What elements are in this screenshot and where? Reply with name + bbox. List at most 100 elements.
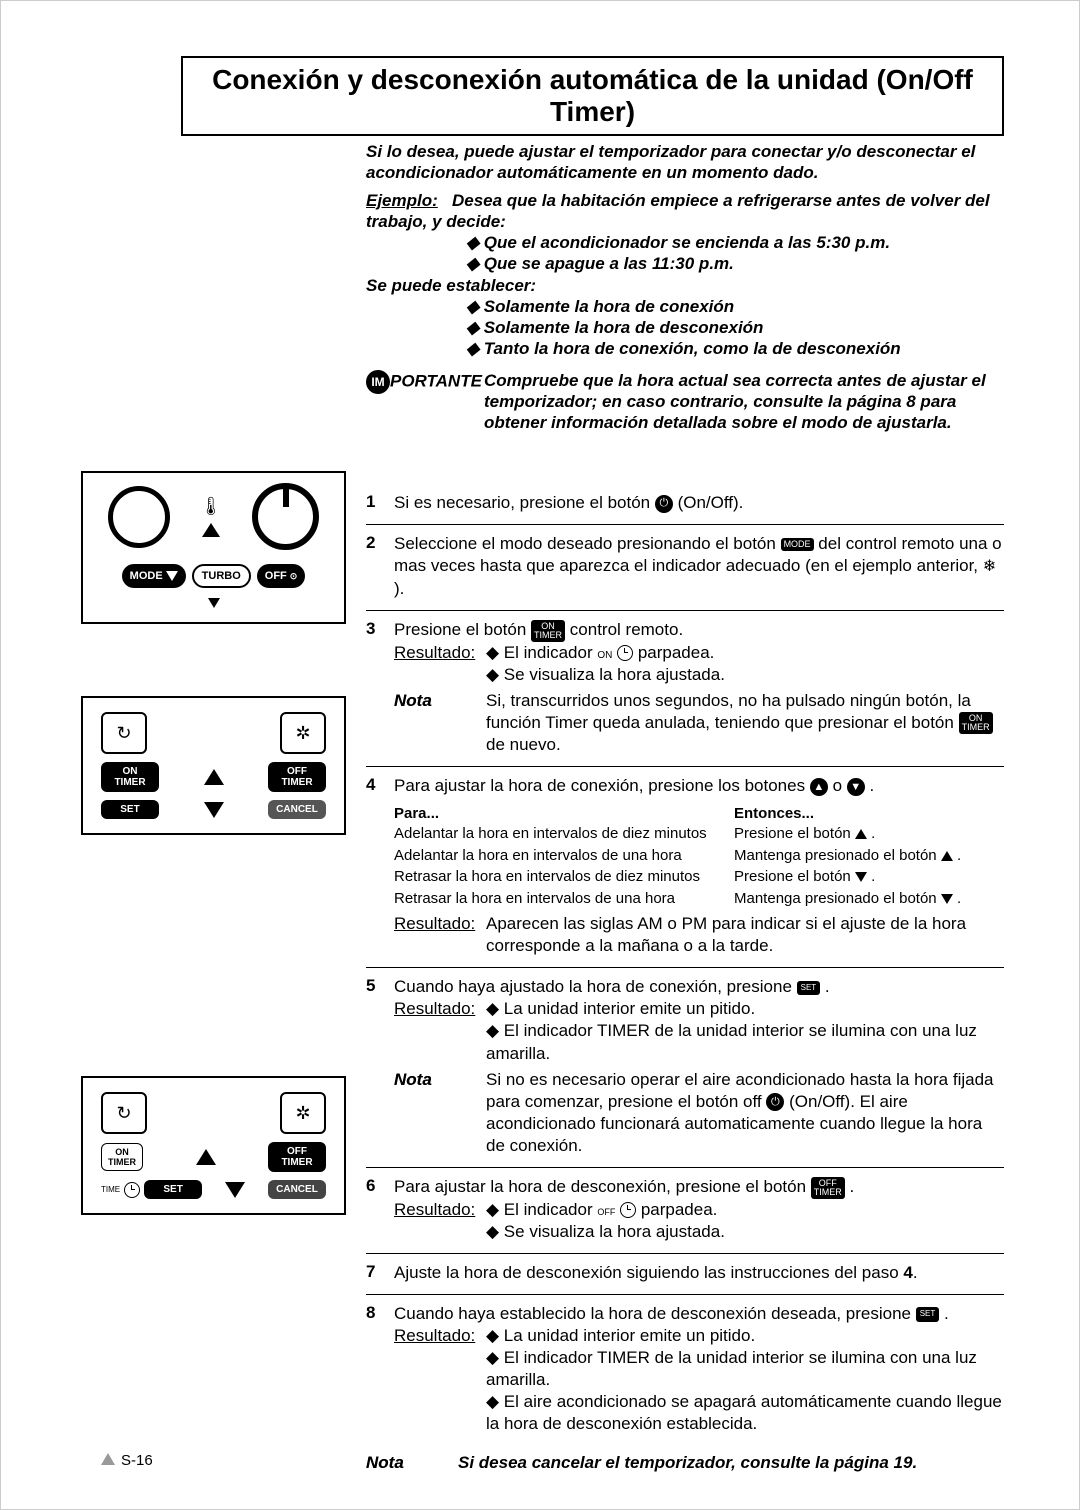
off-timer-icon: OFF TIMER xyxy=(811,1177,845,1199)
set-icon: SET xyxy=(797,981,821,995)
step-num: 8 xyxy=(366,1303,394,1436)
off-timer-button-2[interactable]: OFF TIMER xyxy=(268,1142,326,1172)
step-text: . xyxy=(913,1263,918,1282)
off-button[interactable]: OFF⊙ xyxy=(257,564,306,588)
importante-text: Compruebe que la hora actual sea correct… xyxy=(484,370,1004,434)
step-text: Si, transcurridos unos segundos, no ha p… xyxy=(486,691,971,732)
time-label: TIME xyxy=(101,1185,120,1194)
table-header: Para... xyxy=(394,804,734,824)
on-timer-button[interactable]: ON TIMER xyxy=(101,762,159,792)
step-num: 6 xyxy=(366,1176,394,1243)
down-button-2[interactable] xyxy=(204,802,224,818)
step-num: 1 xyxy=(366,492,394,514)
power-icon: ⏻ xyxy=(655,495,673,513)
thermometer-icon: 🌡 xyxy=(200,496,223,517)
example-label: Ejemplo: xyxy=(366,191,438,210)
step-text: ). xyxy=(394,579,404,598)
step-5: 5 Cuando haya ajustado la hora de conexi… xyxy=(366,967,1004,1167)
intro-block: Si lo desea, puede ajustar el temporizad… xyxy=(366,141,1004,433)
step-text: o xyxy=(833,776,847,795)
step-text: Ajuste la hora de desconexión siguiendo … xyxy=(394,1263,903,1282)
step-num: 5 xyxy=(366,976,394,1157)
step-text: parpadea. xyxy=(638,643,715,662)
step-text: La unidad interior emite un pitido. xyxy=(486,1325,1004,1347)
table-cell: Presione el botón xyxy=(734,825,855,842)
step-text: Cuando haya ajustado la hora de conexión… xyxy=(394,977,797,996)
step-8: 8 Cuando haya establecido la hora de des… xyxy=(366,1294,1004,1446)
power-icon: ⏻ xyxy=(766,1093,784,1111)
figure-remote-middle: ↻ ✲ ON TIMER OFF TIMER SET CANCEL xyxy=(81,696,346,835)
set-button-2[interactable]: SET xyxy=(144,1180,202,1199)
step-text: de nuevo. xyxy=(486,735,561,754)
page-marker-icon xyxy=(101,1453,115,1465)
importante-icon: IM xyxy=(366,370,390,394)
swing-button[interactable]: ↻ xyxy=(101,712,147,754)
final-nota-text: Si desea cancelar el temporizador, consu… xyxy=(458,1453,1004,1473)
step-text: Para ajustar la hora de conexión, presio… xyxy=(394,776,810,795)
on-timer-icon: ON TIMER xyxy=(531,620,565,642)
step-text: Seleccione el modo deseado presionando e… xyxy=(394,534,781,553)
step-text: parpadea. xyxy=(641,1200,718,1219)
step-7: 7 Ajuste la hora de desconexión siguiend… xyxy=(366,1253,1004,1294)
step-text: Aparecen las siglas AM o PM para indicar… xyxy=(486,913,1004,957)
step-6: 6 Para ajustar la hora de desconexión, p… xyxy=(366,1167,1004,1253)
resultado-label: Resultado: xyxy=(394,642,486,686)
mode-button[interactable]: MODE xyxy=(122,564,186,588)
nota-label: Nota xyxy=(394,690,486,757)
down-button[interactable] xyxy=(108,486,170,548)
step-text: Cuando haya establecido la hora de desco… xyxy=(394,1304,916,1323)
adjust-table: Para... Adelantar la hora en intervalos … xyxy=(394,804,1004,910)
step-ref: 4 xyxy=(903,1263,912,1282)
resultado-label: Resultado: xyxy=(394,1325,486,1435)
clock-icon xyxy=(124,1182,140,1198)
example-bullet-2: Que se apague a las 11:30 p.m. xyxy=(366,253,1004,274)
off-timer-button[interactable]: OFF TIMER xyxy=(268,762,326,792)
down-circle-icon: ▼ xyxy=(847,778,865,796)
fan-button-2[interactable]: ✲ xyxy=(280,1092,326,1134)
step-text: Presione el botón xyxy=(394,620,531,639)
down-arrow-icon xyxy=(855,872,867,882)
clock-icon xyxy=(617,645,633,661)
step-text: control remoto. xyxy=(570,620,683,639)
step-num: 2 xyxy=(366,533,394,600)
up-button[interactable] xyxy=(204,769,224,785)
set-button[interactable]: SET xyxy=(101,800,159,819)
up-arrow-icon xyxy=(941,851,953,861)
canset-bullet-3: Tanto la hora de conexión, como la de de… xyxy=(366,338,1004,359)
table-cell: Mantenga presionado el botón xyxy=(734,847,941,864)
down-arrow-icon xyxy=(941,894,953,904)
step-text: Si no es necesario operar el aire acondi… xyxy=(486,1070,994,1111)
mode-icon: MODE xyxy=(781,538,814,551)
page-number: S-16 xyxy=(101,1452,153,1469)
pointer-icon xyxy=(208,598,220,608)
up-arrow-icon xyxy=(855,829,867,839)
example-text: Desea que la habitación empiece a refrig… xyxy=(366,191,990,231)
set-icon: SET xyxy=(916,1307,940,1321)
snowflake-icon: ❄ xyxy=(983,557,996,578)
step-3: 3 Presione el botón ON TIMER control rem… xyxy=(366,610,1004,766)
step-text: El indicador xyxy=(504,1200,598,1219)
turbo-button[interactable]: TURBO xyxy=(192,564,251,588)
steps-list: 1 Si es necesario, presione el botón ⏻ (… xyxy=(366,484,1004,1473)
up-button-2[interactable] xyxy=(196,1149,216,1165)
step-text: El aire acondicionado se apagará automát… xyxy=(486,1391,1004,1435)
power-button[interactable] xyxy=(252,483,319,550)
step-text: Para ajustar la hora de desconexión, pre… xyxy=(394,1177,811,1196)
cancel-button-2[interactable]: CANCEL xyxy=(268,1180,326,1199)
step-num: 3 xyxy=(366,619,394,756)
cancel-button[interactable]: CANCEL xyxy=(268,800,326,819)
step-4: 4 Para ajustar la hora de conexión, pres… xyxy=(366,766,1004,967)
swing-button-2[interactable]: ↻ xyxy=(101,1092,147,1134)
up-circle-icon: ▲ xyxy=(810,778,828,796)
table-header: Entonces... xyxy=(734,804,961,824)
figure-remote-top: 🌡 MODE TURBO OFF⊙ xyxy=(81,471,346,624)
step-text: Se visualiza la hora ajustada. xyxy=(486,664,1004,686)
on-timer-icon: ON TIMER xyxy=(959,712,993,734)
fan-button[interactable]: ✲ xyxy=(280,712,326,754)
step-text: El indicador TIMER de la unidad interior… xyxy=(486,1020,1004,1064)
table-cell: Adelantar la hora en intervalos de diez … xyxy=(394,823,734,845)
page-number-text: S-16 xyxy=(121,1452,153,1469)
step-text: (On/Off). xyxy=(678,493,744,512)
on-timer-button-2[interactable]: ON TIMER xyxy=(101,1143,143,1171)
down-button-3[interactable] xyxy=(225,1182,245,1198)
